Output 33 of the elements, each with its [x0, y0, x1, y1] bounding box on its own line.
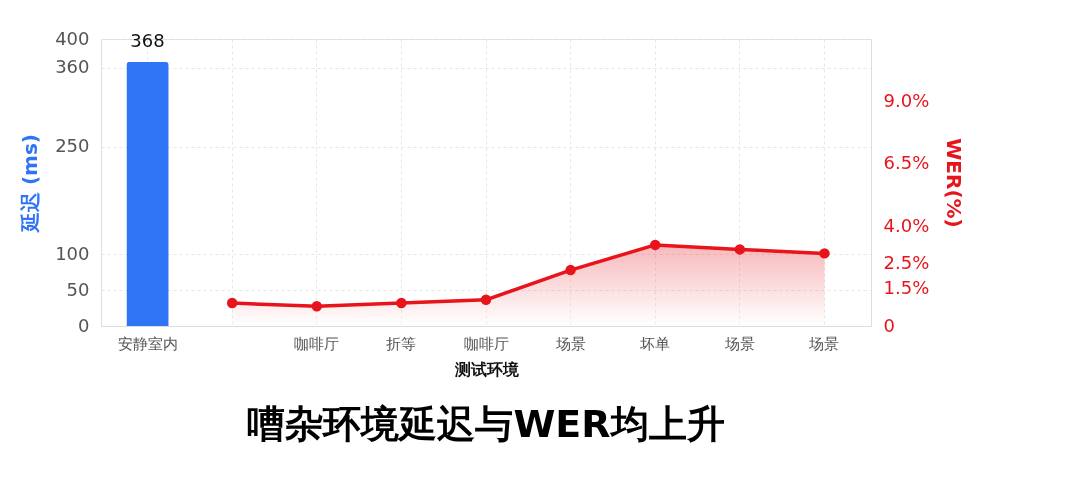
point	[565, 264, 576, 276]
y-tick-label: 0	[78, 314, 90, 336]
point	[396, 297, 407, 309]
point	[734, 244, 746, 255]
y-tick-label: 360	[55, 56, 90, 78]
x-tick-label: 咖啡厅	[294, 334, 340, 353]
y-axis-title: 延迟 (ms)	[18, 134, 43, 234]
x-tick-label: 咖啡厅	[463, 334, 509, 353]
point	[226, 297, 238, 309]
x-tick-label: 安静室内	[117, 334, 178, 353]
x-tick-label: 折等	[386, 334, 417, 353]
y-tick-label: 250	[55, 135, 90, 157]
point	[311, 301, 323, 312]
x-tick-label: 场景	[723, 334, 755, 353]
text: 嘈杂环境延迟与WER均上升	[247, 402, 725, 446]
point	[649, 239, 661, 251]
y2-tick-label: 6.5%	[883, 152, 930, 174]
x-tick-label: 场景	[554, 334, 586, 353]
y2-tick-label: 0	[883, 314, 895, 336]
y-tick-label: 100	[55, 242, 90, 264]
point	[480, 294, 492, 306]
data-label: 368	[130, 29, 165, 51]
x-tick-label: 坏单	[639, 334, 671, 353]
y2-tick-label: 4.0%	[883, 214, 930, 236]
x-axis-title: 测试环境	[453, 359, 520, 379]
y-tick-label: 400	[55, 27, 90, 49]
y2-tick-label: 1.5%	[883, 277, 930, 299]
y2-tick-label: 2.5%	[883, 252, 930, 274]
point	[819, 248, 830, 259]
y2-tick-label: 9.0%	[883, 89, 930, 111]
y-tick-label: 50	[66, 278, 90, 300]
x-tick-label: 场景	[808, 334, 840, 353]
y2-axis-title: WER(%)	[942, 138, 967, 228]
